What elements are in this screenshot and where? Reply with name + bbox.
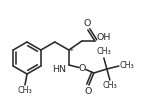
Text: CH₃: CH₃: [103, 82, 117, 90]
Text: HN: HN: [52, 66, 66, 74]
Text: O: O: [83, 20, 91, 28]
Text: OH: OH: [97, 33, 111, 43]
Text: *: *: [70, 48, 74, 54]
Text: O: O: [85, 87, 92, 95]
Text: O: O: [78, 64, 86, 73]
Text: CH₃: CH₃: [18, 86, 32, 95]
Text: CH₃: CH₃: [120, 61, 135, 71]
Text: CH₃: CH₃: [97, 48, 111, 56]
